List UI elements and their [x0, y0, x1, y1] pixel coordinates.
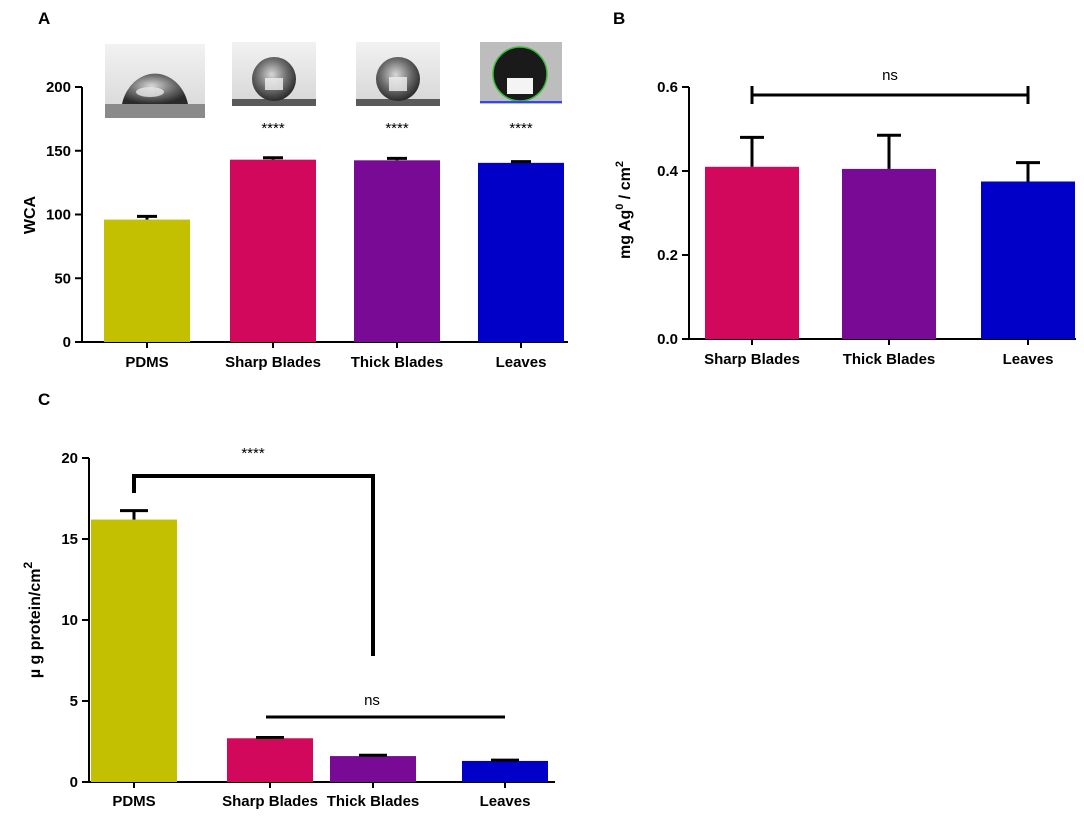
panel-c-significance-bracket-1 [132, 474, 375, 656]
panel-a-significance-leaves: **** [509, 120, 533, 137]
panel-c-y-tick-label: 15 [61, 531, 78, 548]
panel-c-bar-sharp-blades [227, 738, 313, 782]
panel-letter-b: B [613, 9, 625, 28]
panel-c-error-bar-pdms [120, 509, 148, 520]
panel-c-error-bar-leaves [491, 758, 519, 762]
panel-b-y-tick-label: 0.2 [657, 247, 678, 264]
panel-a-significance-sharp-blades: **** [261, 120, 285, 137]
panel-b-bracket-label: ns [882, 67, 898, 84]
droplet-image-leaves [480, 42, 562, 104]
panel-a-error-bar-leaves [511, 160, 531, 164]
panel-b-error-bar-sharp-blades [740, 135, 764, 167]
panel-b-y-tick-label: 0.6 [657, 79, 678, 96]
panel-b-bar-thick-blades [842, 168, 936, 339]
panel-a-y-axis-label: WCA [22, 195, 39, 234]
panel-c-y-tick-label: 20 [61, 450, 78, 467]
panel-c-chart: 0 5 10 15 20 PDMS Sharp Blades Thick Blades Lea… [21, 445, 555, 810]
panel-c-bar-thick-blades [330, 756, 416, 782]
panel-a-category-label-leaves: Leaves [496, 354, 547, 371]
panel-b-bar-sharp-blades [705, 166, 799, 339]
panel-c-category-label-sharp-blades: Sharp Blades [222, 793, 318, 810]
panel-c-error-bar-thick-blades [359, 753, 387, 757]
panel-b-y-tick-label: 0.4 [657, 163, 679, 180]
panel-b-category-label-thick-blades: Thick Blades [843, 351, 936, 368]
panel-b-significance-bracket [750, 86, 1030, 104]
panel-b-y-tick-label: 0.0 [657, 331, 678, 348]
panel-a-category-label-sharp-blades: Sharp Blades [225, 354, 321, 371]
panel-c-category-label-thick-blades: Thick Blades [327, 793, 420, 810]
panel-a-y-tick-label: 200 [46, 79, 71, 96]
panel-a-bar-leaves [478, 162, 564, 342]
panel-letter-c: C [38, 390, 50, 409]
panel-c-category-label-pdms: PDMS [112, 793, 155, 810]
panel-a-y-tick-label: 50 [54, 270, 71, 287]
panel-b-error-bar-leaves [1016, 161, 1040, 182]
panel-c-bracket-label-2: ns [364, 692, 380, 709]
panel-letter-a: A [38, 9, 50, 28]
panel-c-y-tick-label: 0 [70, 774, 78, 791]
panel-c-y-tick-label: 10 [61, 612, 78, 629]
panel-b-bar-leaves [981, 181, 1075, 339]
panel-c-error-bar-sharp-blades [256, 735, 284, 739]
panel-c-bracket-label-1: **** [241, 445, 265, 462]
droplet-image-thick-blades [356, 42, 440, 106]
panel-b-category-label-sharp-blades: Sharp Blades [704, 351, 800, 368]
panel-b-y-axis-label: mg Ag0 / cm2 [614, 161, 634, 259]
panel-a-y-tick-label: 100 [46, 207, 71, 224]
droplet-image-pdms [105, 44, 205, 118]
panel-a-significance-thick-blades: **** [385, 120, 409, 137]
panel-a-bar-thick-blades [354, 160, 440, 342]
panel-a-y-tick-label: 0 [63, 334, 71, 351]
panel-b-category-label-leaves: Leaves [1003, 351, 1054, 368]
panel-a-category-label-pdms: PDMS [125, 354, 168, 371]
droplet-images [105, 42, 562, 118]
panel-a-bar-pdms [104, 219, 190, 342]
panel-a-chart: 0 50 100 150 200 PDMS Sharp Blades **** Thick B… [22, 42, 568, 371]
panel-c-y-tick-label: 5 [70, 693, 78, 710]
panel-a-category-label-thick-blades: Thick Blades [351, 354, 444, 371]
panel-c-y-axis-label: µ g protein/cm2 [21, 562, 44, 679]
panel-c-bar-leaves [462, 760, 548, 782]
panel-c-bar-pdms [91, 519, 177, 782]
panel-a-error-bar-pdms [137, 214, 157, 220]
panel-a-error-bar-thick-blades [387, 156, 407, 161]
panel-c-category-label-leaves: Leaves [480, 793, 531, 810]
panel-a-bar-sharp-blades [230, 159, 316, 342]
panel-a-error-bar-sharp-blades [263, 156, 283, 160]
droplet-image-sharp-blades [232, 42, 316, 106]
panel-a-y-tick-label: 150 [46, 143, 71, 160]
panel-b-chart: 0.0 0.2 0.4 0.6 Sharp Blades Thick Blades Lea… [614, 67, 1076, 368]
panel-b-error-bar-thick-blades [877, 133, 901, 169]
